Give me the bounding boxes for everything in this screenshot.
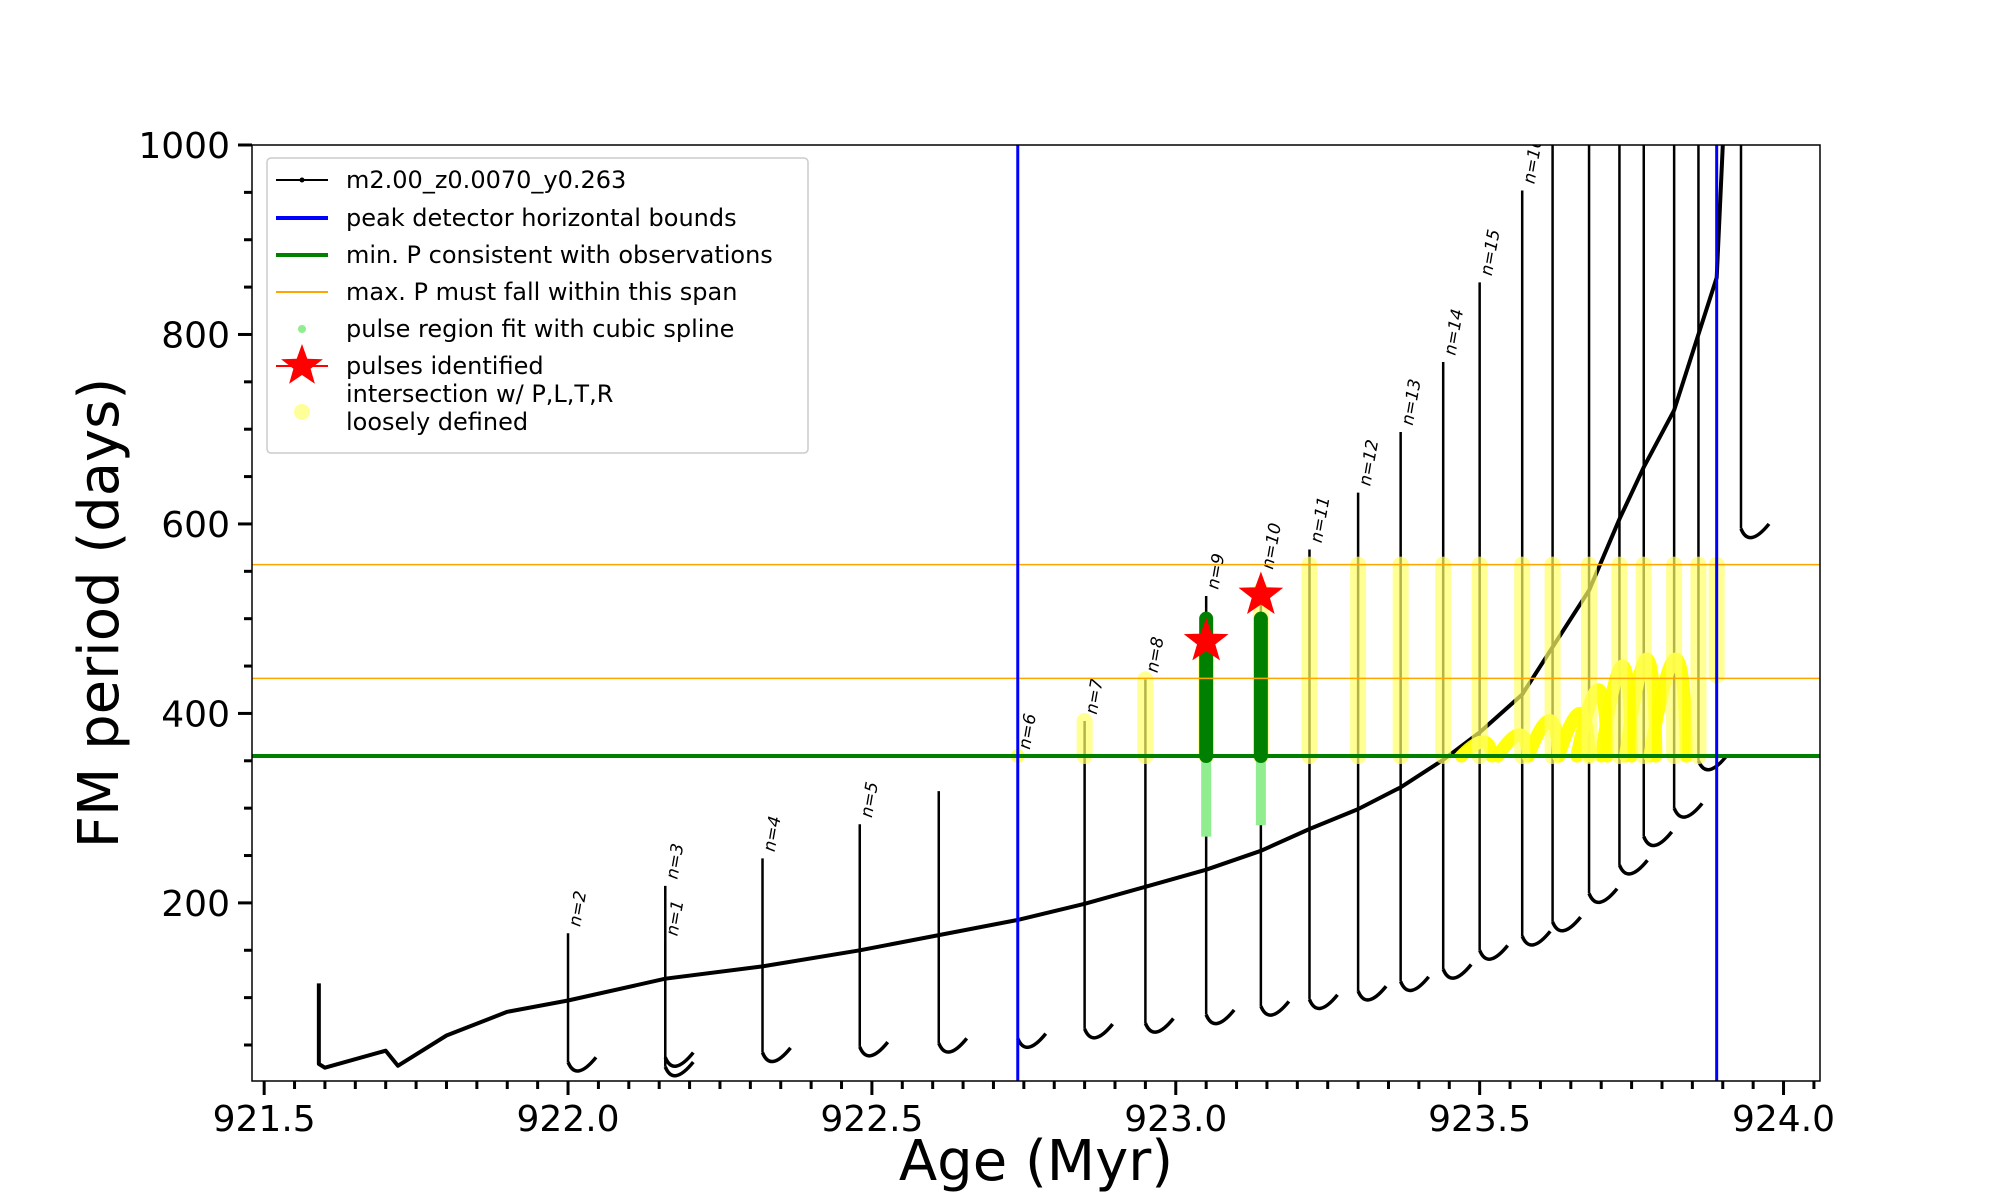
y-axis-label: FM period (days) bbox=[67, 378, 132, 848]
pulse-recovery-dip bbox=[937, 1037, 969, 1054]
pulse-recovery-dip bbox=[1307, 993, 1339, 1011]
pulse-spike: n=1 bbox=[662, 899, 695, 1078]
pulse-recovery-dip bbox=[566, 1056, 598, 1073]
x-tick-label: 922.5 bbox=[820, 1099, 923, 1140]
pulse-label: n=13 bbox=[1398, 378, 1426, 427]
pulse-spike bbox=[1739, 145, 1771, 540]
pulse-spike: n=5 bbox=[857, 780, 890, 1058]
legend-label: pulses identified bbox=[346, 352, 544, 380]
pulse-spike: n=3 bbox=[662, 842, 695, 1068]
pulse-recovery-dip bbox=[1587, 887, 1619, 904]
pulse-recovery-dip bbox=[858, 1041, 890, 1058]
pulse-recovery-dip bbox=[1082, 1023, 1114, 1040]
legend-item: pulses identified bbox=[276, 344, 544, 384]
legend-label: min. P consistent with observations bbox=[346, 241, 773, 269]
pulse-spike bbox=[1550, 145, 1582, 933]
pulse-label: n=5 bbox=[857, 780, 883, 819]
x-tick-label: 924.0 bbox=[1732, 1099, 1835, 1140]
pulse-recovery-dip bbox=[760, 1046, 792, 1064]
legend-item: min. P consistent with observations bbox=[276, 241, 773, 269]
pulse-recovery-dip bbox=[663, 1051, 695, 1068]
x-axis-label: Age (Myr) bbox=[899, 1129, 1173, 1194]
y-tick-label: 1000 bbox=[138, 126, 230, 167]
y-tick-label: 600 bbox=[161, 505, 230, 546]
y-tick-label: 400 bbox=[161, 694, 230, 735]
legend-swatch bbox=[281, 344, 323, 384]
pulse-recovery-dip bbox=[1204, 1008, 1236, 1026]
pulse-label: n=14 bbox=[1440, 307, 1468, 356]
x-tick-label: 923.0 bbox=[1124, 1099, 1227, 1140]
pulse-label: n=2 bbox=[565, 889, 591, 928]
legend-label: pulse region fit with cubic spline bbox=[346, 315, 734, 343]
pulse-label: n=11 bbox=[1307, 495, 1335, 544]
x-tick-label: 923.5 bbox=[1428, 1099, 1531, 1140]
legend-item: peak detector horizontal bounds bbox=[276, 204, 737, 232]
legend-label: max. P must fall within this span bbox=[346, 278, 737, 306]
legend-label: loosely defined bbox=[346, 408, 528, 436]
pulse-label: n=4 bbox=[760, 814, 786, 853]
identified-pulse-star bbox=[1183, 617, 1229, 661]
y-tick-label: 800 bbox=[161, 315, 230, 356]
legend-item: m2.00_z0.0070_y0.263 bbox=[276, 166, 626, 194]
legend-box bbox=[266, 157, 809, 454]
pulse-recovery-dip bbox=[1520, 930, 1552, 947]
pulse-label: n=3 bbox=[662, 842, 688, 881]
pulse-label: n=7 bbox=[1082, 677, 1108, 716]
pulse-recovery-dip bbox=[1672, 802, 1704, 819]
legend-swatch-marker bbox=[299, 177, 305, 183]
pulse-recovery-dip bbox=[663, 1060, 695, 1078]
pulse-label: n=9 bbox=[1203, 552, 1229, 591]
axes: 921.5 922.0 922.5 923.0 923.5 924.0 200 400 600 8… bbox=[138, 126, 1835, 1140]
pulse-spike: n=16 bbox=[1519, 136, 1552, 947]
pulse-spike bbox=[937, 791, 969, 1054]
plot-frame bbox=[251, 144, 1821, 1082]
legend-label: intersection w/ P,L,T,R bbox=[346, 380, 613, 408]
y-tick-label: 200 bbox=[161, 884, 230, 925]
x-tick-label: 922.0 bbox=[516, 1099, 619, 1140]
identified-pulse-star bbox=[1238, 571, 1284, 615]
legend-swatch bbox=[298, 325, 306, 333]
pulse-spike: n=2 bbox=[565, 889, 598, 1073]
pulse-recovery-dip bbox=[1642, 830, 1674, 848]
pulse-label: n=12 bbox=[1355, 438, 1383, 487]
legend-label: m2.00_z0.0070_y0.263 bbox=[346, 166, 626, 194]
x-tick-label: 921.5 bbox=[213, 1099, 316, 1140]
pulse-recovery-dip bbox=[1259, 1000, 1291, 1017]
pulse-recovery-dip bbox=[1441, 963, 1473, 980]
pulse-recovery-dip bbox=[1016, 1032, 1048, 1049]
pulse-recovery-dip bbox=[1356, 985, 1388, 1002]
legend-swatch bbox=[294, 404, 310, 420]
pulse-spike bbox=[1587, 145, 1619, 904]
pulse-label: n=15 bbox=[1477, 228, 1505, 277]
legend-item: pulse region fit with cubic spline bbox=[298, 315, 734, 343]
pulse-recovery-dip bbox=[1399, 975, 1431, 993]
legend-item: max. P must fall within this span bbox=[276, 278, 737, 306]
pulse-label: n=8 bbox=[1143, 635, 1169, 674]
pulse-label: n=10 bbox=[1258, 522, 1286, 571]
pulse-spike: n=4 bbox=[760, 814, 792, 1064]
pulse-recovery-dip bbox=[1739, 522, 1771, 540]
plot-area: n=1n=2n=3n=4n=5n=6n=7n=8n=9n=10n=11n=12n… bbox=[252, 136, 1820, 1081]
legend-label: peak detector horizontal bounds bbox=[346, 204, 737, 232]
pulse-recovery-dip bbox=[1550, 915, 1582, 933]
pulse-recovery-dip bbox=[1478, 944, 1510, 961]
pulse-label: n=16 bbox=[1519, 136, 1547, 186]
pulse-recovery-dip bbox=[1617, 859, 1649, 876]
pulse-recovery-dip bbox=[1143, 1017, 1175, 1034]
